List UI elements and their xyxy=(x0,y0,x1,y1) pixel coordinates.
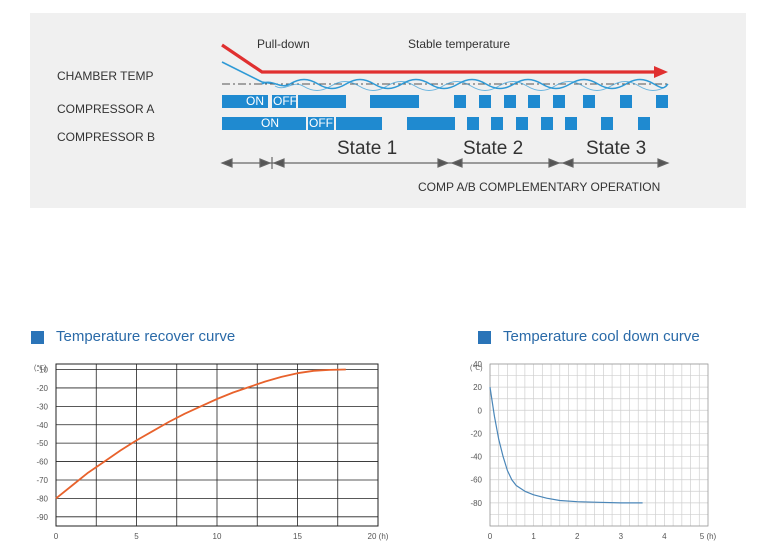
x-tick-label: 1 xyxy=(531,532,536,541)
state-timeline xyxy=(220,157,670,169)
recover-curve-chart: -10 -20 -30 -40 -50 -60 -70 -80 -90 0 5 10 15 20 (h) xyxy=(36,363,389,541)
comp-b-bar xyxy=(336,117,382,130)
chart-title-marker xyxy=(478,331,491,344)
y-tick-label: -10 xyxy=(36,366,48,375)
y-tick-label: 20 xyxy=(473,383,482,392)
stable-temperature-label: Stable temperature xyxy=(408,37,511,51)
x-tick-label: 3 xyxy=(619,532,624,541)
cooldown-chart-title: Temperature cool down curve xyxy=(503,328,700,345)
timeline-mid-arrowhead xyxy=(450,158,463,168)
comp-a-bar xyxy=(272,95,296,108)
x-tick-label: 5 xyxy=(134,532,139,541)
y-tick-label: 40 xyxy=(473,360,482,369)
chart-title-marker xyxy=(31,331,44,344)
x-tick-label: 15 xyxy=(293,532,302,541)
compressor-diagram xyxy=(220,43,670,169)
y-tick-label: -50 xyxy=(36,439,48,448)
state-3-label: State 3 xyxy=(586,138,647,159)
comp-b-bar xyxy=(565,117,577,130)
series-line xyxy=(489,387,643,504)
recover-chart-title: Temperature recover curve xyxy=(56,328,236,345)
x-tick-label: 0 xyxy=(54,532,59,541)
recover-y-unit: (℃) xyxy=(34,365,47,372)
comp-a-bar xyxy=(370,95,419,108)
comp-a-bar xyxy=(222,95,268,108)
comp-b-bar xyxy=(601,117,613,130)
timeline-mid-arrowhead xyxy=(272,158,285,168)
comp-b-off-text: OFF xyxy=(309,116,333,130)
comp-b-bar xyxy=(407,117,455,130)
chamber-temp-label: CHAMBER TEMP xyxy=(57,69,154,83)
comp-a-bar xyxy=(504,95,516,108)
cooldown-curve-chart: 40 20 0 -20 -40 -60 -80 0 1 2 3 4 5 (h) xyxy=(470,360,717,541)
pulldown-blue-line xyxy=(221,61,276,85)
compressor-b-label: COMPRESSOR B xyxy=(57,130,156,144)
plot-frame xyxy=(489,363,709,527)
y-tick-label: -30 xyxy=(36,402,48,411)
chamber-temp-wave-2 xyxy=(274,81,668,91)
pulldown-label: Pull-down xyxy=(257,37,310,51)
series-line xyxy=(55,368,346,500)
comp-a-bar xyxy=(553,95,565,108)
timeline-right-arrowhead xyxy=(657,158,670,168)
y-tick-label: -70 xyxy=(36,476,48,485)
chamber-temp-wave xyxy=(261,78,669,90)
comp-b-on-text: ON xyxy=(261,116,279,130)
compressor-a-label: COMPRESSOR A xyxy=(57,102,155,116)
pulldown-red-arrow xyxy=(221,43,655,74)
comp-b-bar xyxy=(308,117,334,130)
comp-a-bar xyxy=(298,95,346,108)
timeline-left-arrowhead xyxy=(220,158,233,168)
y-tick-label: -20 xyxy=(470,429,482,438)
comp-b-bar xyxy=(222,117,306,130)
comp-a-off-text: OFF xyxy=(273,94,297,108)
x-tick-label: 10 xyxy=(213,532,222,541)
y-tick-label: -60 xyxy=(36,458,48,467)
state-1-label: State 1 xyxy=(337,138,398,159)
timeline-mid-arrowhead xyxy=(561,158,574,168)
state-2-label: State 2 xyxy=(463,138,524,159)
red-arrow-head xyxy=(654,66,668,78)
compressor-a-bars xyxy=(222,95,668,108)
x-tick-label: 4 xyxy=(662,532,667,541)
y-tick-label: 0 xyxy=(478,406,483,415)
x-tick-label: 2 xyxy=(575,532,580,541)
x-tick-label: 20 (h) xyxy=(368,532,389,541)
x-tick-label: 5 (h) xyxy=(700,532,717,541)
y-tick-label: -60 xyxy=(470,476,482,485)
comp-a-bar xyxy=(479,95,491,108)
comp-a-bar xyxy=(656,95,668,108)
comp-a-on-text: ON xyxy=(246,94,264,108)
comp-a-bar xyxy=(528,95,540,108)
comp-b-bar xyxy=(467,117,479,130)
y-tick-label: -80 xyxy=(470,499,482,508)
y-tick-label: -80 xyxy=(36,494,48,503)
cooldown-y-unit: (℃) xyxy=(470,365,483,372)
compressor-b-bars xyxy=(222,117,650,130)
compressor-diagram-panel xyxy=(30,13,746,208)
timeline-mid-arrowhead xyxy=(259,158,272,168)
x-tick-label: 0 xyxy=(488,532,493,541)
comp-a-bar xyxy=(620,95,632,108)
comp-b-bar xyxy=(638,117,650,130)
plot-frame xyxy=(55,363,379,527)
comp-b-bar xyxy=(491,117,503,130)
complementary-operation-label: COMP A/B COMPLEMENTARY OPERATION xyxy=(418,180,661,194)
comp-a-bar xyxy=(454,95,466,108)
timeline-mid-arrowhead xyxy=(548,158,561,168)
comp-b-bar xyxy=(541,117,553,130)
comp-a-bar xyxy=(583,95,595,108)
comp-b-bar xyxy=(516,117,528,130)
y-tick-label: -90 xyxy=(36,513,48,522)
timeline-mid-arrowhead xyxy=(437,158,450,168)
y-tick-label: -40 xyxy=(470,453,482,462)
y-tick-label: -40 xyxy=(36,421,48,430)
y-tick-label: -20 xyxy=(36,384,48,393)
